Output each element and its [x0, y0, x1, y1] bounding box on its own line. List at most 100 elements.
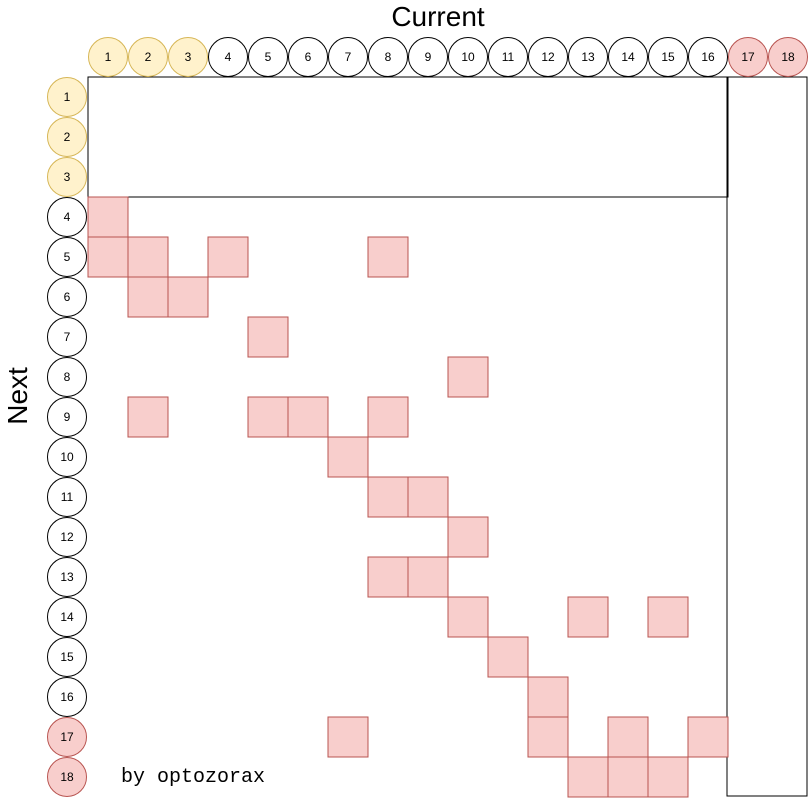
transition-cell-14-to-17: [607, 716, 649, 758]
next-node-17: 17: [47, 717, 87, 757]
next-node-label: 12: [60, 530, 74, 544]
transition-cell-12-to-17: [527, 716, 569, 758]
next-node-6: 6: [47, 277, 87, 317]
next-node-label: 15: [60, 650, 74, 664]
next-node-13: 13: [47, 557, 87, 597]
transition-cell-3-to-6: [167, 276, 209, 318]
current-node-9: 9: [408, 37, 448, 77]
current-node-circle: [368, 37, 408, 77]
transition-cell-16-to-17: [687, 716, 729, 758]
transition-cell-10-to-12: [447, 516, 489, 558]
next-node-15: 15: [47, 637, 87, 677]
current-node-7: 7: [328, 37, 368, 77]
next-node-circle: [47, 357, 87, 397]
current-node-circle: [608, 37, 648, 77]
current-node-circle: [448, 37, 488, 77]
current-node-label: 13: [581, 50, 595, 64]
current-node-10: 10: [448, 37, 488, 77]
current-node-circle: [88, 37, 128, 77]
current-node-label: 8: [385, 50, 392, 64]
transition-cell-14-to-18: [607, 756, 649, 798]
current-node-12: 12: [528, 37, 568, 77]
current-node-label: 9: [425, 50, 432, 64]
next-node-label: 18: [60, 770, 74, 784]
current-node-label: 6: [305, 50, 312, 64]
transition-cell-7-to-17: [327, 716, 369, 758]
next-node-3: 3: [47, 157, 87, 197]
next-node-circle: [47, 237, 87, 277]
next-node-circle: [47, 197, 87, 237]
current-node-18: 18: [768, 37, 808, 77]
next-node-label: 1: [64, 90, 71, 104]
transition-cell-13-to-18: [567, 756, 609, 798]
current-node-label: 11: [502, 50, 515, 64]
current-node-circle: [248, 37, 288, 77]
current-node-circle: [288, 37, 328, 77]
transition-cell-15-to-18: [647, 756, 689, 798]
transition-cell-5-to-7: [247, 316, 289, 358]
transition-cell-2-to-6: [127, 276, 169, 318]
next-node-1: 1: [47, 77, 87, 117]
transition-cells: [87, 196, 729, 798]
current-node-label: 15: [661, 50, 675, 64]
next-node-label: 11: [61, 490, 74, 504]
current-node-label: 2: [145, 50, 152, 64]
next-node-9: 9: [47, 397, 87, 437]
current-node-circle: [408, 37, 448, 77]
credit-text: by optozorax: [121, 766, 265, 789]
next-node-circle: [47, 757, 87, 797]
next-node-label: 17: [60, 730, 74, 744]
current-node-label: 4: [225, 50, 232, 64]
next-node-10: 10: [47, 437, 87, 477]
current-node-label: 14: [621, 50, 635, 64]
next-node-label: 9: [64, 410, 71, 424]
next-node-circle: [47, 477, 87, 517]
next-node-label: 3: [64, 170, 71, 184]
current-node-circle: [528, 37, 568, 77]
transition-cell-2-to-9: [127, 396, 169, 438]
current-node-circle: [688, 37, 728, 77]
next-node-circle: [47, 397, 87, 437]
transition-cell-5-to-9: [247, 396, 289, 438]
next-node-11: 11: [47, 477, 87, 517]
current-node-circle: [648, 37, 688, 77]
transition-cell-8-to-5: [367, 236, 409, 278]
current-node-label: 7: [345, 50, 352, 64]
current-node-17: 17: [728, 37, 768, 77]
transition-cell-11-to-15: [487, 636, 529, 678]
next-node-label: 5: [64, 250, 71, 264]
next-node-label: 6: [64, 290, 71, 304]
transition-cell-12-to-16: [527, 676, 569, 718]
transition-cell-8-to-9: [367, 396, 409, 438]
next-node-label: 16: [60, 690, 74, 704]
transition-cell-10-to-8: [447, 356, 489, 398]
current-node-label: 1: [105, 50, 112, 64]
matrix-frame: [87, 76, 808, 797]
start-block-frame: [87, 76, 729, 198]
current-node-label: 12: [541, 50, 555, 64]
next-node-circle: [47, 277, 87, 317]
current-node-5: 5: [248, 37, 288, 77]
current-node-circle: [128, 37, 168, 77]
next-node-circle: [47, 77, 87, 117]
current-node-label: 18: [781, 50, 795, 64]
next-node-label: 4: [64, 210, 71, 224]
x-axis-title: Current: [391, 1, 485, 32]
transition-cell-7-to-10: [327, 436, 369, 478]
next-node-circle: [47, 597, 87, 637]
next-node-14: 14: [47, 597, 87, 637]
next-node-circle: [47, 157, 87, 197]
transition-cell-1-to-4: [87, 196, 129, 238]
current-node-8: 8: [368, 37, 408, 77]
current-node-14: 14: [608, 37, 648, 77]
transition-cell-8-to-11: [367, 476, 409, 518]
next-node-label: 8: [64, 370, 71, 384]
next-node-circle: [47, 637, 87, 677]
next-node-label: 10: [60, 450, 74, 464]
current-node-label: 5: [265, 50, 272, 64]
current-node-13: 13: [568, 37, 608, 77]
next-node-circle: [47, 437, 87, 477]
current-node-circle: [728, 37, 768, 77]
current-node-3: 3: [168, 37, 208, 77]
